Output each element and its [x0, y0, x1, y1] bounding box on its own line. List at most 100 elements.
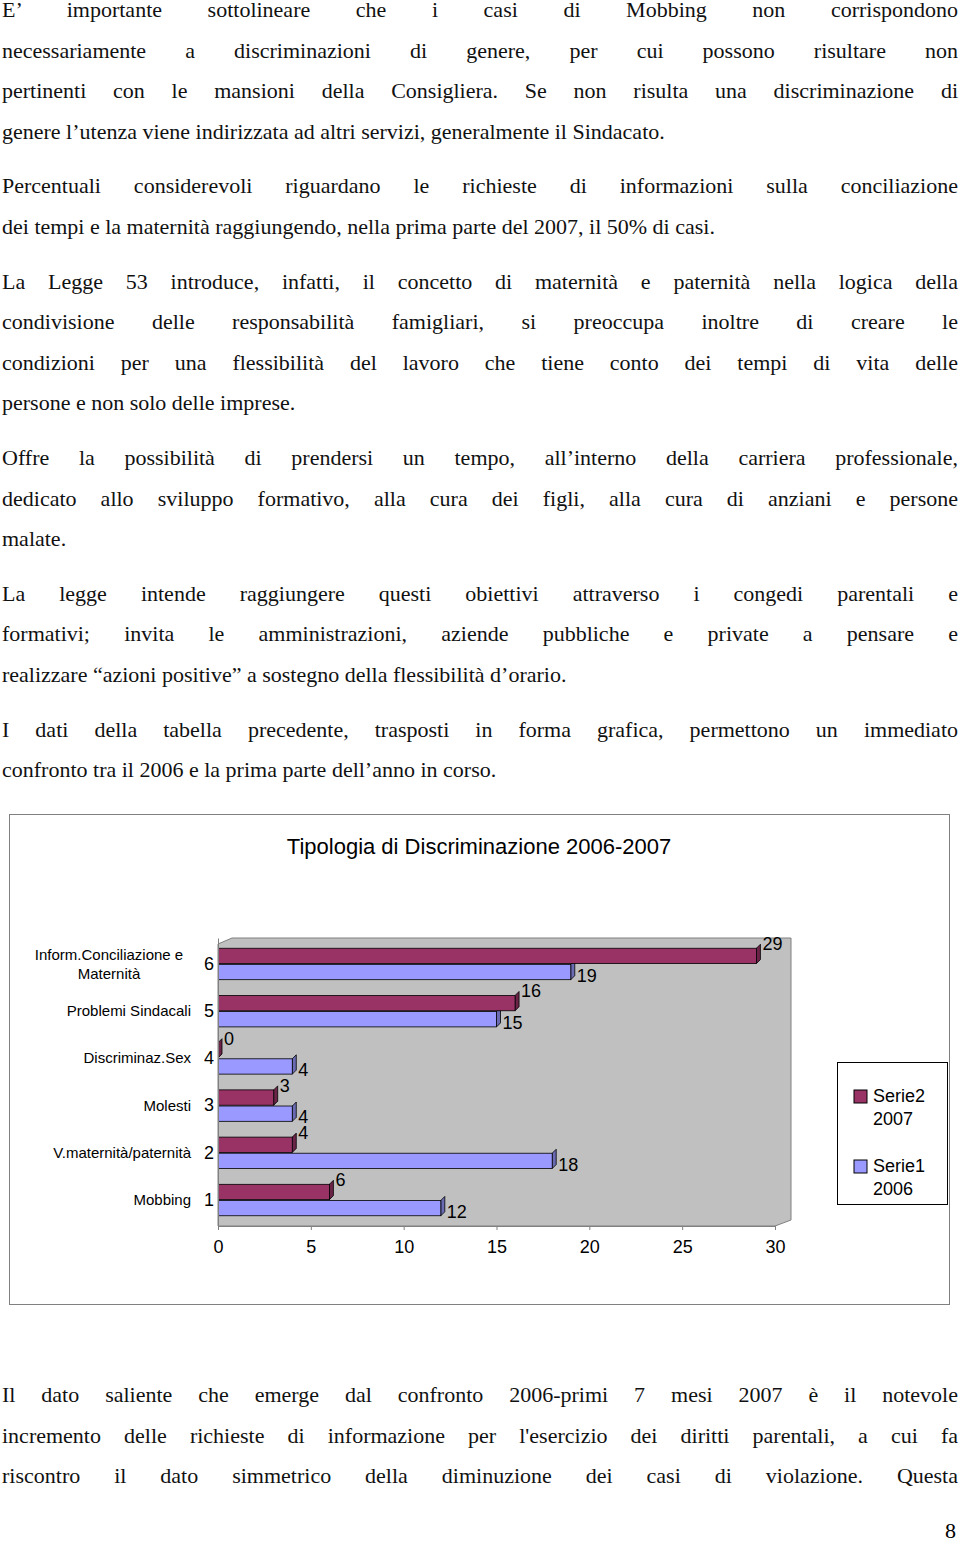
- bar-side: [441, 1196, 445, 1215]
- bar: [218, 1137, 292, 1152]
- x-tick-label: 0: [213, 1237, 223, 1257]
- x-tick-label: 15: [487, 1237, 507, 1257]
- x-tick-mark: [311, 1226, 312, 1230]
- bar: [218, 1059, 292, 1074]
- paragraph: E’ importante sottolineare che i casi di…: [2, 0, 958, 152]
- text-line: confronto tra il 2006 e la prima parte d…: [2, 750, 958, 791]
- text-before: E’ importante sottolineare che i casi di…: [2, 0, 958, 805]
- text-line: Offre la possibilità di prendersi un tem…: [2, 438, 958, 479]
- x-tick-mark: [218, 1226, 219, 1230]
- paragraph: Percentuali considerevoli riguardano le …: [2, 166, 958, 247]
- text-line: necessariamente a discriminazioni di gen…: [2, 31, 958, 72]
- bar: [218, 1184, 329, 1199]
- y-tick-label: 4: [204, 1048, 214, 1068]
- x-axis-line: [219, 1227, 776, 1231]
- data-labels: 121844151964301629: [224, 934, 782, 1222]
- text-line: pertinenti con le mansioni della Consigl…: [2, 71, 958, 112]
- data-label: 18: [558, 1155, 578, 1175]
- data-label: 15: [503, 1013, 523, 1033]
- x-tick: 15: [487, 1226, 507, 1257]
- bar-side: [292, 1055, 296, 1074]
- bar: [218, 964, 571, 979]
- x-axis: 0 5 10 15 20 25 30: [213, 1226, 785, 1257]
- bar: [218, 1106, 292, 1121]
- data-label: 4: [298, 1123, 308, 1143]
- x-tick-mark: [497, 1226, 498, 1230]
- x-tick: 30: [765, 1226, 785, 1257]
- chart-frame: [10, 815, 950, 1305]
- text-line: riscontro il dato simmetrico della dimin…: [2, 1456, 958, 1497]
- x-tick: 20: [580, 1226, 600, 1257]
- category-labels: MobbingV.maternità/paternitàMolestiDiscr…: [35, 946, 192, 1208]
- y-tick-label: 1: [204, 1190, 214, 1210]
- y-axis-line: [218, 939, 219, 1227]
- x-tick-mark: [682, 1226, 683, 1230]
- text-line: La legge intende raggiungere questi obie…: [2, 574, 958, 615]
- category-label: V.maternità/paternità: [53, 1144, 192, 1161]
- plot-background: [218, 938, 791, 1226]
- data-label: 4: [298, 1060, 308, 1080]
- text-line: condivisione delle responsabilità famigl…: [2, 302, 958, 343]
- legend-box: [838, 1063, 948, 1205]
- bar-side: [292, 1133, 296, 1152]
- y-tick: 4: [204, 1048, 218, 1068]
- y-axis: 1 2 3 4 5 6: [204, 939, 219, 1227]
- text-line: La Legge 53 introduce, infatti, il conce…: [2, 262, 958, 303]
- y-tick-label: 5: [204, 1001, 214, 1021]
- text-line: condizioni per una flessibilità del lavo…: [2, 343, 958, 384]
- x-tick: 25: [673, 1226, 693, 1257]
- y-tick: 2: [204, 1143, 218, 1163]
- bar-side: [292, 1102, 296, 1121]
- x-tick-mark: [775, 1226, 776, 1230]
- y-tick-label: 3: [204, 1095, 214, 1115]
- text-line: formativi; invita le amministrazioni, az…: [2, 614, 958, 655]
- legend-label: Serie12006: [873, 1156, 925, 1199]
- category-label: Mobbing: [133, 1191, 191, 1208]
- data-label: 6: [335, 1170, 345, 1190]
- data-label: 19: [577, 966, 597, 986]
- y-tick: 5: [204, 1001, 218, 1021]
- y-tick-label: 2: [204, 1143, 214, 1163]
- data-label: 3: [280, 1076, 290, 1096]
- x-tick-label: 20: [580, 1237, 600, 1257]
- category-label: Problemi Sindacali: [67, 1002, 191, 1019]
- category-label: Inform.Conciliazione eMaternità: [35, 946, 183, 982]
- x-tick-mark: [589, 1226, 590, 1230]
- paragraph: La legge intende raggiungere questi obie…: [2, 574, 958, 696]
- text-line: realizzare “azioni positive” a sostegno …: [2, 655, 958, 696]
- text-line: I dati della tabella precedente, traspos…: [2, 710, 958, 751]
- data-label: 0: [224, 1029, 234, 1049]
- paragraph: La Legge 53 introduce, infatti, il conce…: [2, 262, 958, 424]
- chart: Tipologia di Discriminazione 2006-200712…: [9, 814, 950, 1305]
- y-tick: 6: [204, 954, 218, 974]
- paragraph: I dati della tabella precedente, traspos…: [2, 710, 958, 791]
- bar-side: [515, 991, 519, 1010]
- text-line: incremento delle richieste di informazio…: [2, 1416, 958, 1457]
- text-line: E’ importante sottolineare che i casi di…: [2, 0, 958, 31]
- x-tick-mark: [404, 1226, 405, 1230]
- y-tick: 1: [204, 1190, 218, 1210]
- y-tick: 3: [204, 1095, 218, 1115]
- bar: [218, 1012, 497, 1027]
- text-line: persone e non solo delle imprese.: [2, 383, 958, 424]
- bar-side: [274, 1086, 278, 1105]
- chart-container: Tipologia di Discriminazione 2006-200712…: [9, 814, 950, 1305]
- x-tick-label: 25: [673, 1237, 693, 1257]
- bar: [218, 1200, 441, 1215]
- bars: [218, 944, 760, 1216]
- category-label: Molesti: [143, 1097, 191, 1114]
- x-tick: 10: [394, 1226, 414, 1257]
- y-tick-label: 6: [204, 954, 214, 974]
- text-after: Il dato saliente che emerge dal confront…: [2, 1375, 958, 1511]
- data-label: 12: [447, 1202, 467, 1222]
- x-tick: 5: [306, 1226, 316, 1257]
- text-line: genere l’utenza viene indirizzata ad alt…: [2, 112, 958, 153]
- x-tick-label: 5: [306, 1237, 316, 1257]
- legend-swatch: [854, 1160, 867, 1173]
- text-line: malate.: [2, 519, 958, 560]
- paragraph: Il dato saliente che emerge dal confront…: [2, 1375, 958, 1497]
- text-line: dedicato allo sviluppo formativo, alla c…: [2, 479, 958, 520]
- paragraph: Offre la possibilità di prendersi un tem…: [2, 438, 958, 560]
- x-tick: 0: [213, 1226, 223, 1257]
- data-label: 29: [762, 934, 782, 954]
